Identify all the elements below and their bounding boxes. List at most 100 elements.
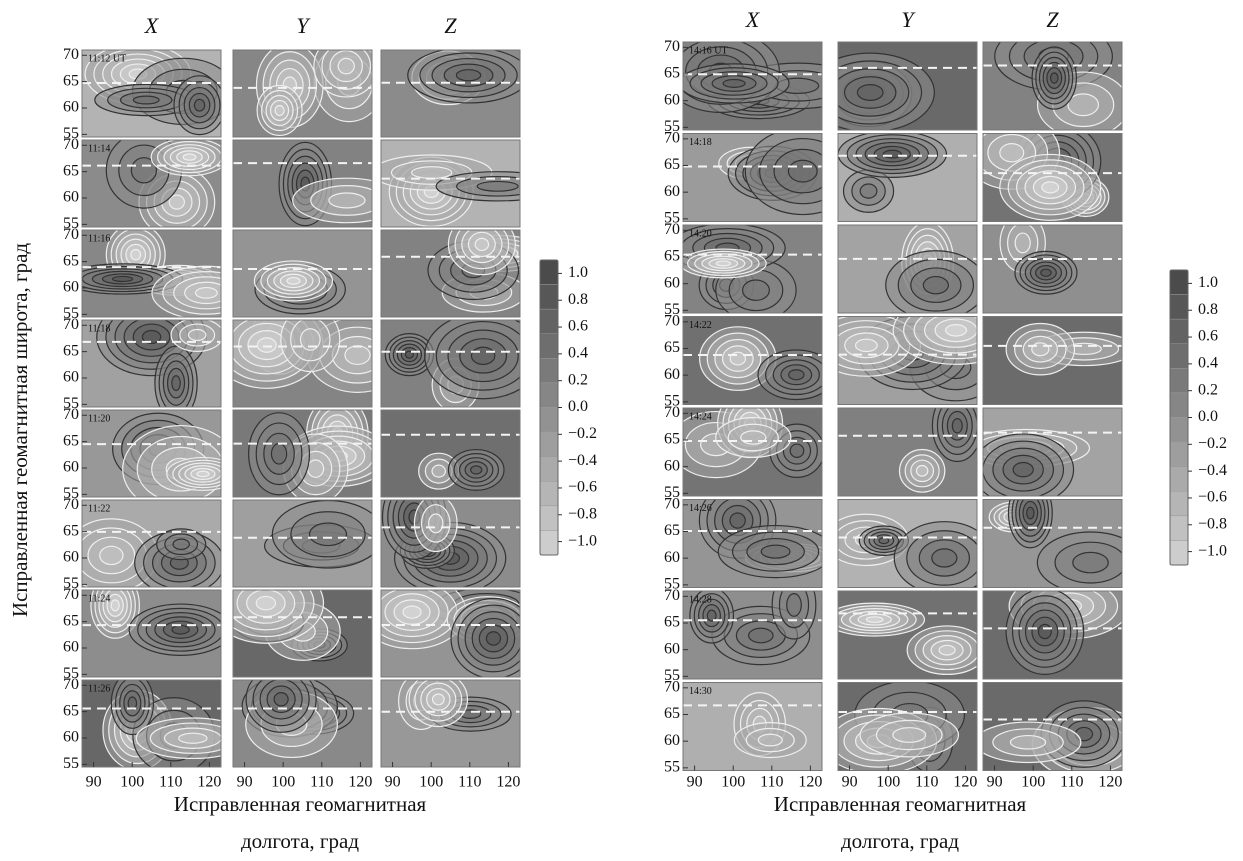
contour	[456, 70, 480, 81]
column-title: Z	[1046, 7, 1059, 32]
y-tick-label: 60	[664, 640, 680, 657]
y-tick-label: 70	[63, 136, 79, 153]
contour	[309, 523, 346, 546]
contour	[866, 617, 883, 622]
colorbar-swatch	[1170, 393, 1188, 418]
contour	[946, 325, 967, 336]
contour	[345, 346, 370, 365]
contour-field	[683, 483, 834, 588]
contour	[432, 465, 445, 477]
contour-field	[824, 500, 995, 595]
time-label: 11:26	[88, 683, 110, 694]
colorbar-label: −0.4	[1198, 462, 1227, 479]
contour	[329, 193, 365, 208]
x-tick-label: 110	[458, 774, 481, 791]
y-tick-label: 60	[664, 91, 680, 108]
time-label: 11:12 UT	[88, 53, 126, 64]
contour-field	[670, 390, 824, 496]
colorbar-label: −0.8	[568, 505, 597, 522]
y-tick-label: 60	[664, 732, 680, 749]
x-tick-label: 90	[237, 774, 253, 791]
y-tick-label: 65	[664, 339, 680, 356]
x-tick-label: 110	[915, 774, 938, 791]
colorbar-swatch	[540, 481, 558, 506]
time-label: 11:20	[88, 413, 110, 424]
colorbar-swatch	[540, 530, 558, 555]
contour	[429, 514, 443, 533]
contour	[173, 539, 189, 549]
colorbar-swatch	[1170, 368, 1188, 393]
colorbar-swatch	[540, 432, 558, 457]
x-tick-label: 100	[419, 774, 443, 791]
x-tick-label: 100	[721, 774, 745, 791]
contour-field	[983, 213, 1122, 313]
y-tick-label: 60	[63, 729, 79, 746]
colorbar-swatch	[540, 334, 558, 359]
contour	[860, 184, 877, 198]
contour	[761, 545, 790, 558]
x-axis-label: Исправленная геомагнитная	[174, 792, 427, 816]
contour	[1027, 507, 1034, 519]
y-tick-label: 70	[63, 46, 79, 63]
contour	[1013, 463, 1033, 477]
colorbar-label: −0.8	[1198, 515, 1227, 532]
y-tick-label: 70	[664, 313, 680, 330]
y-tick-label: 60	[664, 274, 680, 291]
contour	[1051, 73, 1058, 83]
contour	[100, 546, 123, 564]
contour-field	[962, 408, 1122, 505]
y-tick-label: 60	[63, 99, 79, 116]
colorbar-label: 1.0	[568, 264, 588, 281]
colorbar-swatch	[1170, 467, 1188, 492]
colorbar-label: −1.0	[1198, 542, 1227, 559]
contour	[432, 694, 444, 705]
colorbar-swatch	[540, 309, 558, 334]
contour	[741, 431, 766, 444]
contour	[787, 594, 802, 617]
y-tick-label: 70	[664, 404, 680, 421]
x-tick-label: 100	[271, 774, 295, 791]
colorbar-swatch	[1170, 319, 1188, 344]
colorbar-swatch	[540, 408, 558, 433]
contour	[1000, 144, 1024, 162]
contour	[172, 376, 180, 391]
time-label: 11:18	[88, 323, 110, 334]
colorbar-label: 0.6	[568, 318, 588, 335]
contour	[112, 276, 132, 281]
contour-field	[983, 573, 1130, 679]
colorbar-swatch	[1170, 270, 1188, 295]
contour	[879, 538, 889, 544]
y-tick-label: 70	[664, 679, 680, 696]
contour	[856, 339, 878, 351]
y-tick-label: 65	[63, 522, 79, 539]
y-tick-label: 65	[63, 72, 79, 89]
contour	[952, 419, 962, 433]
y-tick-label: 55	[63, 755, 79, 772]
time-label: 14:22	[689, 320, 712, 331]
colorbar-label: −0.6	[1198, 489, 1227, 506]
y-tick-label: 65	[664, 248, 680, 265]
colorbar-label: 0.8	[568, 291, 588, 308]
y-tick-label: 70	[63, 676, 79, 693]
contour	[257, 338, 276, 352]
colorbar-label: 0.2	[1198, 381, 1218, 398]
x-tick-label: 120	[798, 774, 822, 791]
contour-field	[233, 35, 384, 137]
time-label: 11:24	[88, 593, 110, 604]
contour	[932, 549, 957, 567]
contour	[197, 471, 209, 476]
x-tick-label: 100	[1021, 774, 1045, 791]
column-title: Z	[444, 13, 457, 38]
contour	[271, 444, 286, 464]
contour	[730, 513, 745, 528]
contour-field	[358, 575, 551, 678]
y-tick-label: 60	[63, 369, 79, 386]
contour	[477, 181, 518, 191]
contour	[939, 645, 955, 655]
y-tick-label: 65	[63, 162, 79, 179]
colorbar-label: 1.0	[1198, 274, 1218, 291]
y-tick-label: 65	[63, 432, 79, 449]
column-title: X	[745, 7, 761, 32]
contour	[1032, 343, 1049, 356]
y-tick-label: 70	[63, 496, 79, 513]
